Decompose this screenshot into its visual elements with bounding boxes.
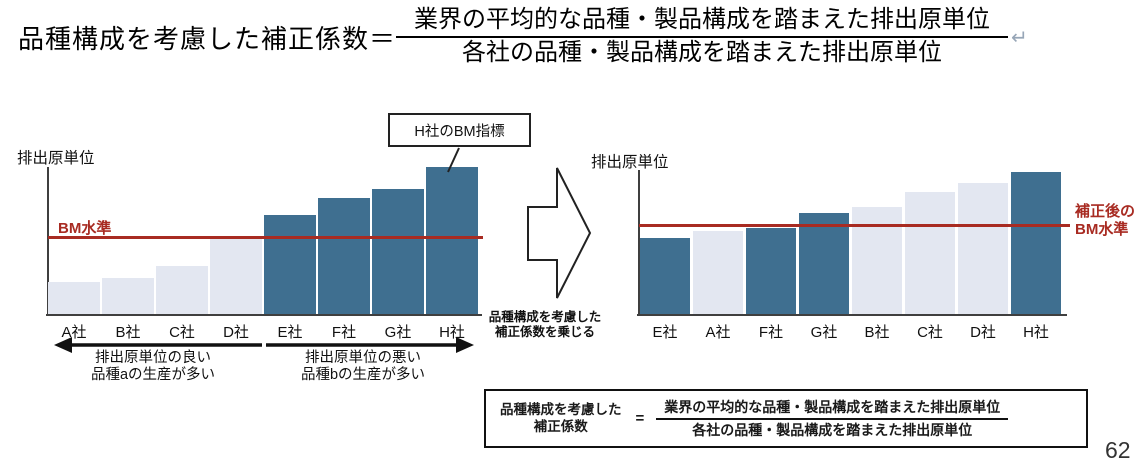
corrected-bm-line <box>639 224 1070 227</box>
x-label-F社: F社 <box>758 324 784 341</box>
x-label-E社: E社 <box>652 324 678 341</box>
bar-D社 <box>958 183 1008 314</box>
bm-label: BM水準 <box>58 220 112 237</box>
formula-box-label-line1: 品種構成を考慮した <box>500 401 622 417</box>
corrected-bm-label: 補正後の BM水準 <box>1075 203 1135 238</box>
right-chart-bars <box>640 172 1061 314</box>
formula-box-fraction: 業界の平均的な品種・製品構成を踏まえた排出原単位 各社の品種・製品構成を踏まえた… <box>656 398 1009 438</box>
transform-block-arrow <box>527 167 592 299</box>
top-formula: 品種構成を考慮した補正係数＝ 業界の平均的な品種・製品構成を踏まえた排出原単位 … <box>18 6 1028 69</box>
transform-arrow-caption: 品種構成を考慮した 補正係数を乗じる <box>477 310 613 340</box>
x-label-A社: A社 <box>61 324 87 341</box>
bar-C社 <box>905 192 955 314</box>
bar-G社 <box>372 189 424 314</box>
formula-box-numerator: 業界の平均的な品種・製品構成を踏まえた排出原単位 <box>656 398 1009 420</box>
right-y-axis <box>638 170 640 315</box>
paragraph-return-icon: ↵ <box>1011 25 1028 50</box>
right-y-axis-label: 排出原単位 <box>591 154 669 171</box>
bad-intensity-note-line2: 品種bの生産が多い <box>300 367 426 384</box>
right-chart-x-labels: E社 A社 F社 G社 B社 C社 D社 H社 <box>640 321 1061 342</box>
bar-H社 <box>1011 172 1061 314</box>
formula-numerator: 業界の平均的な品種・製品構成を踏まえた排出原単位 <box>396 6 1009 39</box>
formula-box-equals: = <box>635 410 645 427</box>
x-label-D社: D社 <box>223 324 249 341</box>
left-x-axis <box>46 314 482 316</box>
bar-C社 <box>156 266 208 314</box>
left-y-axis-label: 排出原単位 <box>17 150 95 167</box>
x-label-G社: G社 <box>810 324 838 341</box>
bar-F社 <box>746 228 796 314</box>
x-label-F社: F社 <box>331 324 357 341</box>
good-intensity-note: 排出原単位の良い 品種aの生産が多い <box>58 350 248 384</box>
x-label-C社: C社 <box>169 324 195 341</box>
x-label-G社: G社 <box>384 324 412 341</box>
good-intensity-note-line2: 品種aの生産が多い <box>90 367 216 384</box>
left-chart-bars <box>48 167 478 314</box>
transform-arrow-caption-line2: 補正係数を乗じる <box>494 325 595 339</box>
x-label-B社: B社 <box>115 324 141 341</box>
formula-fraction: 業界の平均的な品種・製品構成を踏まえた排出原単位 各社の品種・製品構成を踏まえた… <box>396 6 1009 69</box>
bar-D社 <box>210 239 262 314</box>
x-label-D社: D社 <box>970 324 996 341</box>
corrected-bm-label-line2: BM水準 <box>1075 220 1129 238</box>
good-intensity-note-line1: 排出原単位の良い <box>95 350 211 366</box>
transform-arrow-caption-line1: 品種構成を考慮した <box>488 310 602 324</box>
formula-lhs: 品種構成を考慮した補正係数＝ <box>18 24 397 54</box>
left-chart-x-labels: A社 B社 C社 D社 E社 F社 G社 H社 <box>48 321 478 342</box>
x-label-B社: B社 <box>864 324 890 341</box>
bar-E社 <box>640 238 690 314</box>
bm-line <box>48 236 483 239</box>
bar-H社 <box>426 167 478 314</box>
bar-A社 <box>48 282 100 314</box>
h-company-bm-callout: H社のBM指標 <box>388 113 531 147</box>
x-label-C社: C社 <box>917 324 943 341</box>
formula-box-label: 品種構成を考慮した 補正係数 <box>500 402 622 436</box>
bad-intensity-note: 排出原単位の悪い 品種bの生産が多い <box>268 350 458 384</box>
bar-E社 <box>264 215 316 314</box>
corrected-bm-label-line1: 補正後の <box>1075 203 1136 220</box>
formula-box-denominator: 各社の品種・製品構成を踏まえた排出原単位 <box>692 421 973 438</box>
bar-F社 <box>318 198 370 314</box>
x-label-H社: H社 <box>1023 324 1049 341</box>
x-label-H社: H社 <box>439 324 465 341</box>
bar-A社 <box>693 231 743 314</box>
x-label-A社: A社 <box>705 324 731 341</box>
bar-B社 <box>102 278 154 314</box>
x-label-E社: E社 <box>277 324 303 341</box>
bar-G社 <box>799 213 849 314</box>
formula-denominator: 各社の品種・製品構成を踏まえた排出原単位 <box>462 40 943 67</box>
right-x-axis <box>637 314 1067 316</box>
bad-intensity-note-line1: 排出原単位の悪い <box>305 350 421 366</box>
bottom-formula-box: 品種構成を考慮した 補正係数 = 業界の平均的な品種・製品構成を踏まえた排出原単… <box>484 389 1088 448</box>
page-number: 62 <box>1105 437 1131 463</box>
formula-box-label-line2: 補正係数 <box>533 418 588 434</box>
left-y-axis <box>47 167 49 315</box>
